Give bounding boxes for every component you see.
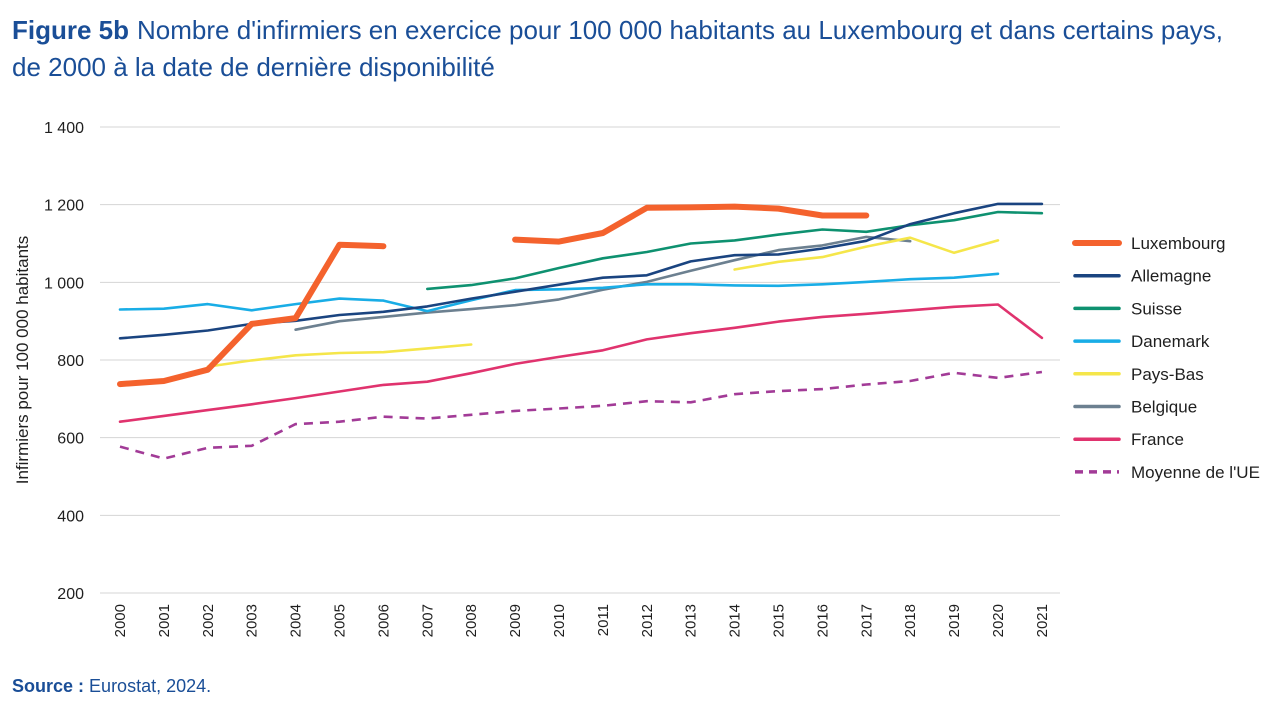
series-line	[206, 343, 473, 368]
series-lines	[117, 202, 1044, 460]
x-tick-label: 2002	[200, 604, 217, 637]
source-text: Eurostat, 2024.	[89, 676, 212, 696]
x-tick-label: 2006	[375, 604, 392, 637]
x-tick-label: 2012	[639, 604, 656, 637]
line-chart: 200 400 600 800 1 000 1 200 1 400 2000 2001 2002…	[13, 120, 1260, 637]
legend-label: Suisse	[1131, 299, 1182, 318]
x-tick-label: 2008	[463, 604, 480, 637]
x-tick-label: 2017	[858, 604, 875, 637]
x-tick-label: 2005	[332, 604, 349, 637]
series-line	[425, 210, 1044, 291]
x-tick-label: 2020	[990, 604, 1007, 637]
x-tick-label: 2004	[288, 604, 305, 637]
figure-label: Figure 5b	[12, 15, 130, 45]
figure-title-line1: Nombre d'infirmiers en exercice pour 100…	[137, 15, 1224, 45]
source-note: Source : Eurostat, 2024.	[12, 676, 211, 697]
legend-label: France	[1131, 430, 1184, 449]
x-tick-label: 2011	[595, 604, 612, 636]
series-luxembourg	[117, 203, 870, 388]
x-tick-label: 2016	[814, 604, 831, 637]
series-danemark	[118, 272, 1000, 313]
series-line	[118, 303, 1044, 424]
gridlines	[100, 126, 1060, 594]
legend-label: Moyenne de l'UE	[1131, 463, 1260, 482]
x-tick-label: 2015	[771, 604, 788, 637]
x-axis-ticks: 2000 2001 2002 2003 2004 2005 2006 2007 2008 2009…	[112, 604, 1051, 637]
x-tick-label: 2013	[683, 604, 700, 637]
x-tick-label: 2014	[727, 604, 744, 637]
series-line	[294, 235, 912, 332]
y-tick-label: 600	[57, 431, 84, 448]
legend-label: Danemark	[1131, 332, 1210, 351]
legend-label: Belgique	[1131, 398, 1197, 417]
x-tick-label: 2003	[244, 604, 261, 637]
series-line	[118, 202, 1044, 340]
figure-title-line2: de 2000 à la date de dernière disponibil…	[12, 52, 495, 82]
legend-label: Pays-Bas	[1131, 365, 1204, 384]
y-axis-label: Infirmiers pour 100 000 habitants	[13, 236, 32, 485]
figure-title: Figure 5b Nombre d'infirmiers en exercice…	[12, 12, 1272, 86]
x-tick-label: 2009	[507, 604, 524, 637]
x-tick-label: 2007	[419, 604, 436, 637]
y-axis-ticks: 200 400 600 800 1 000 1 200 1 400	[44, 120, 84, 603]
series-line	[118, 272, 1000, 313]
x-tick-label: 2021	[1034, 604, 1051, 637]
series-allemagne	[118, 202, 1044, 340]
series-france	[118, 303, 1044, 424]
legend-label: Luxembourg	[1131, 234, 1226, 253]
series-pays-bas	[206, 236, 1000, 368]
series-moyenne-de-l-ue	[119, 370, 1043, 460]
y-tick-label: 1 000	[44, 275, 84, 292]
source-label: Source :	[12, 676, 85, 696]
x-tick-label: 2000	[112, 604, 129, 637]
series-line	[733, 236, 1000, 271]
series-line	[117, 241, 387, 388]
series-line	[512, 203, 870, 245]
series-suisse	[425, 210, 1044, 291]
legend: Luxembourg Allemagne Suisse Danemark Pays-Ba…	[1072, 234, 1260, 482]
series-line	[119, 370, 1043, 460]
x-tick-label: 2019	[946, 604, 963, 637]
x-tick-label: 2010	[551, 604, 568, 637]
x-tick-label: 2001	[156, 604, 173, 637]
legend-label: Allemagne	[1131, 267, 1211, 286]
y-tick-label: 400	[57, 508, 84, 525]
y-tick-label: 1 400	[44, 120, 84, 137]
y-tick-label: 200	[57, 586, 84, 603]
y-tick-label: 800	[57, 353, 84, 370]
y-tick-label: 1 200	[44, 198, 84, 215]
series-belgique	[294, 235, 912, 332]
x-tick-label: 2018	[902, 604, 919, 637]
